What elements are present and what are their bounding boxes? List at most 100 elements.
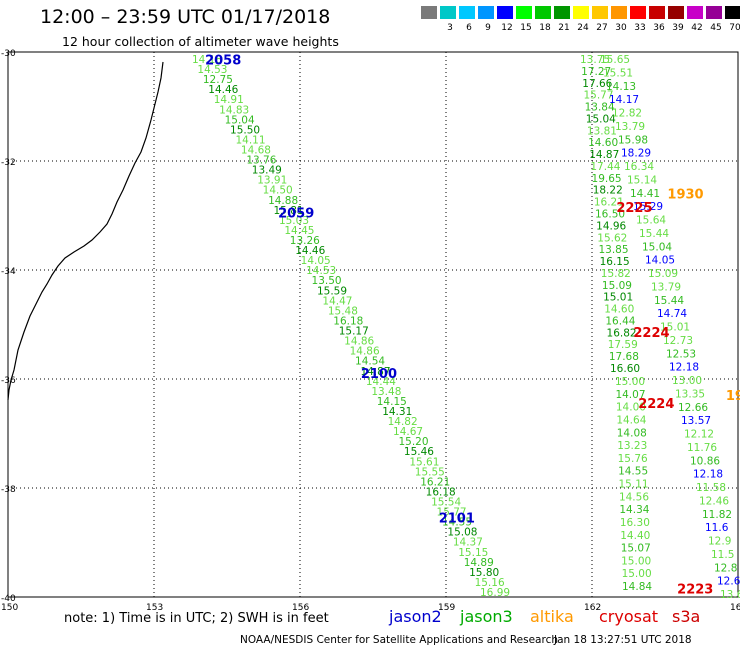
swh-reading: 14.17 (609, 94, 639, 106)
swh-reading: 13.26 (290, 235, 320, 247)
swh-reading: 13.79 (615, 121, 645, 133)
swh-reading: 19.65 (592, 173, 622, 185)
footer-note: note: 1) Time is in UTC; 2) SWH is in fe… (64, 611, 329, 626)
swh-reading: 13.79 (651, 281, 681, 293)
swh-reading: 13.85 (598, 244, 628, 256)
legend-label: 70 (729, 23, 740, 33)
swh-reading: 14.47 (322, 295, 352, 307)
swh-reading: 16.18 (333, 315, 363, 327)
swh-reading: 14.53 (306, 265, 336, 277)
lat-tick-label: -34 (1, 267, 16, 277)
legend-swatch (478, 6, 494, 19)
swh-reading: 11.76 (687, 442, 717, 454)
swh-reading: 13.91 (257, 175, 287, 187)
lon-tick-label: 150 (1, 603, 18, 613)
swh-reading: 17.68 (609, 351, 639, 363)
swh-reading: 14.74 (657, 308, 687, 320)
legend-label: 36 (653, 23, 665, 33)
mission-label-cryosat: cryosat (599, 607, 659, 626)
swh-reading: 10.86 (690, 455, 720, 467)
swh-reading: 13.75 (580, 54, 610, 66)
legend-swatch (592, 6, 608, 19)
lon-tick-label: 156 (292, 603, 309, 613)
swh-reading: 14.89 (464, 557, 494, 569)
swh-reading: 14.11 (235, 134, 265, 146)
swh-reading: 12.66 (678, 402, 708, 414)
legend-label: 9 (485, 23, 491, 33)
swh-reading: 13.63 (720, 589, 740, 601)
swh-reading: 15.77 (437, 507, 467, 519)
swh-reading: 12.82 (612, 108, 642, 120)
legend-swatch (668, 6, 684, 19)
swh-reading: 15.00 (615, 376, 645, 388)
swh-reading: 14.18 (192, 54, 222, 66)
lon-tick-label: 159 (438, 603, 455, 613)
pass-time-label: 2058 (205, 54, 241, 69)
swh-reading: 15.08 (447, 527, 477, 539)
swh-reading: 16.50 (595, 209, 625, 221)
swh-reading: 14.64 (616, 414, 646, 426)
swh-reading: 14.50 (263, 185, 293, 197)
pass-time-label: 2100 (361, 367, 397, 382)
lat-tick-label: -32 (1, 158, 16, 168)
swh-reading: 15.14 (627, 174, 657, 186)
swh-reading: 17.27 (581, 66, 611, 78)
legend-label: 15 (520, 23, 532, 33)
swh-reading: 12.9 (708, 536, 731, 548)
swh-reading: 16.30 (620, 517, 650, 529)
legend-label: 42 (691, 23, 703, 33)
legend-label: 39 (672, 23, 684, 33)
lon-tick-label: 165 (730, 603, 740, 613)
swh-reading: 18.29 (621, 148, 651, 160)
swh-reading: 14.87 (589, 149, 619, 161)
legend-swatch (459, 6, 475, 19)
swh-reading: 15.04 (225, 114, 255, 126)
legend-swatch (440, 6, 456, 19)
swh-reading: 14.56 (619, 491, 649, 503)
swh-reading: 15.01 (660, 322, 690, 334)
swh-reading: 15.01 (603, 292, 633, 304)
swh-reading: 16.15 (600, 256, 630, 268)
swh-reading: 13.57 (681, 415, 711, 427)
swh-reading: 16.99 (480, 587, 510, 599)
swh-reading: 14.15 (377, 396, 407, 408)
legend-swatch (497, 6, 513, 19)
swh-reading: 15.81 (274, 205, 304, 217)
pass-time-label: 2059 (278, 206, 314, 221)
swh-reading: 11.58 (696, 482, 726, 494)
swh-reading: 14.45 (284, 225, 314, 237)
swh-reading: 17.59 (608, 339, 638, 351)
mission-label-altika: altika (530, 607, 574, 626)
legend-swatch (611, 6, 627, 19)
swh-reading: 14.13 (606, 81, 636, 93)
swh-reading: 14.60 (588, 137, 618, 149)
swh-reading: 16.34 (624, 161, 654, 173)
swh-reading: 11.5 (711, 549, 734, 561)
legend-label: 12 (501, 23, 513, 33)
swh-reading: 15.09 (602, 280, 632, 292)
swh-reading: 15.00 (622, 568, 652, 580)
pass-time-label: 1930 (667, 187, 703, 202)
swh-reading: 15.17 (339, 326, 369, 338)
lon-tick-label: 162 (584, 603, 601, 613)
swh-reading: 12.18 (669, 362, 699, 374)
swh-reading: 14.55 (442, 517, 472, 529)
swh-reading: 16.44 (605, 315, 635, 327)
swh-reading: 15.77 (583, 90, 613, 102)
swh-reading: 15.16 (475, 577, 505, 589)
legend-swatch (687, 6, 703, 19)
swh-reading: 14.34 (619, 504, 649, 516)
lat-tick-label: -40 (1, 594, 16, 604)
legend-label: 3 (447, 23, 453, 33)
swh-reading: 15.82 (601, 268, 631, 280)
timestamp-text: Jan 18 13:27:51 UTC 2018 (554, 634, 692, 646)
swh-reading: 14.86 (344, 336, 374, 348)
swh-reading: 15.44 (654, 295, 684, 307)
swh-reading: 16.21 (594, 197, 624, 209)
swh-reading: 14.55 (618, 466, 648, 478)
swh-reading: 14.83 (219, 104, 249, 116)
mission-label-s3a: s3a (672, 607, 701, 626)
legend-label: 6 (466, 23, 472, 33)
swh-reading: 14.68 (241, 145, 271, 157)
swh-reading: 14.37 (453, 537, 483, 549)
